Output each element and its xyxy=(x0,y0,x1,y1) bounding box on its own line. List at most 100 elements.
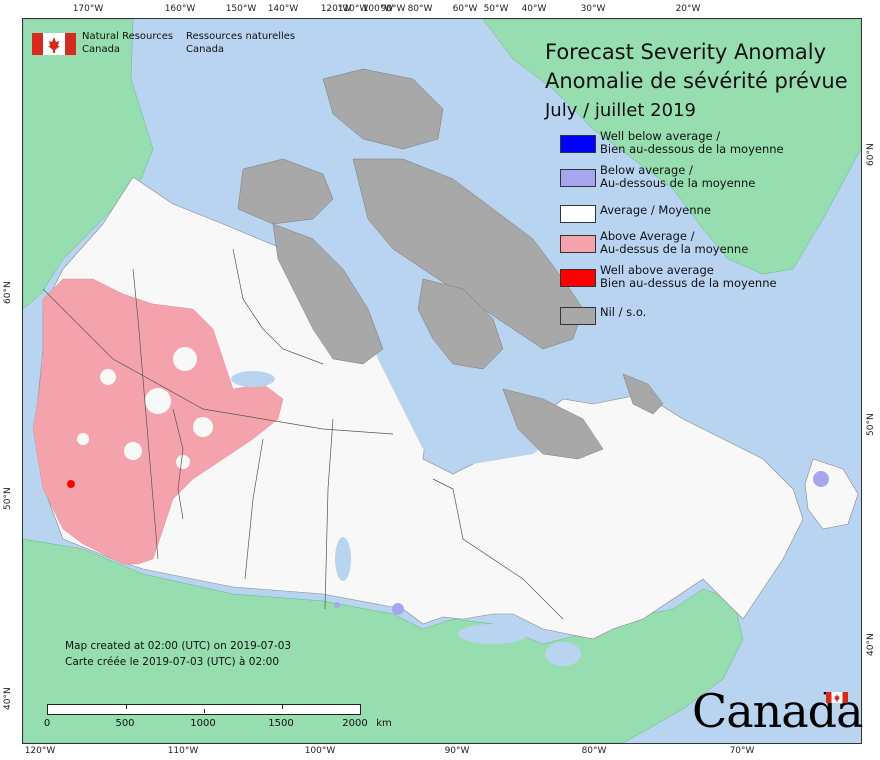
legend-label: Above Average / Au-dessus de la moyenne xyxy=(600,229,749,256)
average-hole xyxy=(145,388,171,414)
lat-tick-right: 40°N xyxy=(866,633,876,656)
lon-tick-top: 150°W xyxy=(225,4,257,14)
agency-name-en-line1: Natural Resources xyxy=(82,31,174,42)
map-title-en: Forecast Severity Anomaly xyxy=(545,40,827,64)
greenland-land xyxy=(482,19,861,275)
lon-tick-bottom: 120°W xyxy=(24,746,56,756)
lon-tick-top: 120°W xyxy=(320,4,352,14)
scale-label: 2000 xyxy=(342,718,368,729)
lat-tick-left: 50°N xyxy=(3,487,13,510)
territorial-border xyxy=(232,248,324,365)
creation-credit-fr: Carte créée le 2019-07-03 (UTC) à 02:00 xyxy=(65,656,280,668)
arctic-islands-5 xyxy=(417,278,504,370)
lon-tick-top: 170°W xyxy=(72,4,104,14)
average-hole xyxy=(193,417,213,437)
lon-tick-top: 100°W xyxy=(362,4,394,14)
legend-swatch xyxy=(560,205,596,223)
legend-item: Nil / s.o. xyxy=(560,302,820,332)
scale-label: 1000 xyxy=(190,718,216,729)
lon-tick-bottom: 100°W xyxy=(304,746,336,756)
lon-tick-bottom: 110°W xyxy=(167,746,199,756)
average-hole xyxy=(124,442,142,460)
lake-superior xyxy=(458,624,528,644)
creation-credit-en: Map created at 02:00 (UTC) on 2019-07-03 xyxy=(65,640,292,652)
lon-tick-top: 140°W xyxy=(267,4,299,14)
nunavik-peninsula xyxy=(502,388,604,460)
legend-swatch xyxy=(560,235,596,253)
below-average-spot xyxy=(813,471,829,487)
agency-name-fr-line1: Ressources naturelles xyxy=(186,31,296,42)
lon-tick-bottom: 90°W xyxy=(444,746,470,756)
legend-label: Below average / Au-dessous de la moyenne xyxy=(600,163,756,190)
map-title: Forecast Severity Anomaly Anomalie de sé… xyxy=(545,38,848,96)
arctic-islands-2 xyxy=(322,68,444,150)
average-hole xyxy=(173,347,197,371)
scale-label: 1500 xyxy=(268,718,294,729)
well-above-spot xyxy=(67,480,75,488)
provincial-border xyxy=(42,288,394,435)
provincial-border xyxy=(432,478,564,620)
agency-signature: Natural Resources Canada Ressources natu… xyxy=(32,30,322,60)
lon-tick-bottom: 80°W xyxy=(581,746,607,756)
legend-item: Below average / Au-dessous de la moyenne xyxy=(560,164,820,194)
lon-tick-top: 20°W xyxy=(675,4,701,14)
below-average-spot xyxy=(392,603,404,615)
great-slave-lake xyxy=(231,371,275,387)
labrador-coast xyxy=(622,373,664,415)
map-svg xyxy=(23,19,861,743)
provincial-border xyxy=(244,438,264,580)
scale-label: 500 xyxy=(115,718,135,729)
scale-segment xyxy=(126,709,205,713)
lon-tick-top: 160°W xyxy=(164,4,196,14)
lat-tick-left: 40°N xyxy=(3,687,13,710)
lon-tick-top: 90°W xyxy=(380,4,406,14)
legend-label: Well above average Bien au-dessus de la … xyxy=(600,263,777,290)
legend-swatch xyxy=(560,307,596,325)
scale-unit: km xyxy=(376,718,392,729)
map-canvas[interactable] xyxy=(22,18,862,744)
provincial-border xyxy=(132,268,159,560)
lon-tick-top: 30°W xyxy=(580,4,606,14)
scale-segment xyxy=(204,705,283,709)
lat-tick-left: 60°N xyxy=(3,281,13,304)
above-average-region xyxy=(32,278,284,565)
lon-tick-top: 110°W xyxy=(337,4,369,14)
wordmark-flag-icon xyxy=(826,692,848,703)
lon-tick-top: 60°W xyxy=(452,4,478,14)
lat-tick-right: 50°N xyxy=(866,413,876,436)
arctic-islands-3 xyxy=(352,158,584,350)
map-date: July / juillet 2019 xyxy=(545,100,696,121)
arctic-islands-4 xyxy=(272,223,384,365)
legend-label: Well below average / Bien au-dessous de … xyxy=(600,129,784,156)
creation-credit: Map created at 02:00 (UTC) on 2019-07-03… xyxy=(65,638,291,670)
arctic-islands-1 xyxy=(237,158,334,225)
lon-tick-top: 80°W xyxy=(407,4,433,14)
provincial-border xyxy=(324,418,334,610)
canada-flag-icon xyxy=(32,33,76,55)
hudson-bay xyxy=(368,329,563,464)
legend-item: Average / Moyenne xyxy=(560,200,820,230)
average-hole xyxy=(100,369,116,385)
legend-swatch xyxy=(560,169,596,187)
lon-tick-top: 40°W xyxy=(521,4,547,14)
lake-huron xyxy=(545,642,581,666)
scale-segment xyxy=(48,705,127,709)
legend-label: Nil / s.o. xyxy=(600,305,647,319)
map-title-fr: Anomalie de sévérité prévue xyxy=(545,69,848,93)
legend-swatch xyxy=(560,269,596,287)
legend-label: Average / Moyenne xyxy=(600,203,711,217)
lake-winnipeg xyxy=(335,537,351,581)
below-average-spot xyxy=(334,602,340,608)
legend-swatch xyxy=(560,135,596,153)
lat-tick-right: 60°N xyxy=(866,143,876,166)
legend-item: Well below average / Bien au-dessous de … xyxy=(560,130,820,160)
agency-name-en-line2: Canada xyxy=(82,44,121,55)
average-hole xyxy=(176,455,190,469)
scale-label: 0 xyxy=(43,718,51,729)
agency-name-fr-line2: Canada xyxy=(186,44,225,55)
agency-name-fr: Ressources naturelles Canada xyxy=(186,30,295,56)
scale-segment xyxy=(282,709,359,713)
provincial-border xyxy=(172,408,184,520)
legend-item: Well above average Bien au-dessus de la … xyxy=(560,264,820,294)
